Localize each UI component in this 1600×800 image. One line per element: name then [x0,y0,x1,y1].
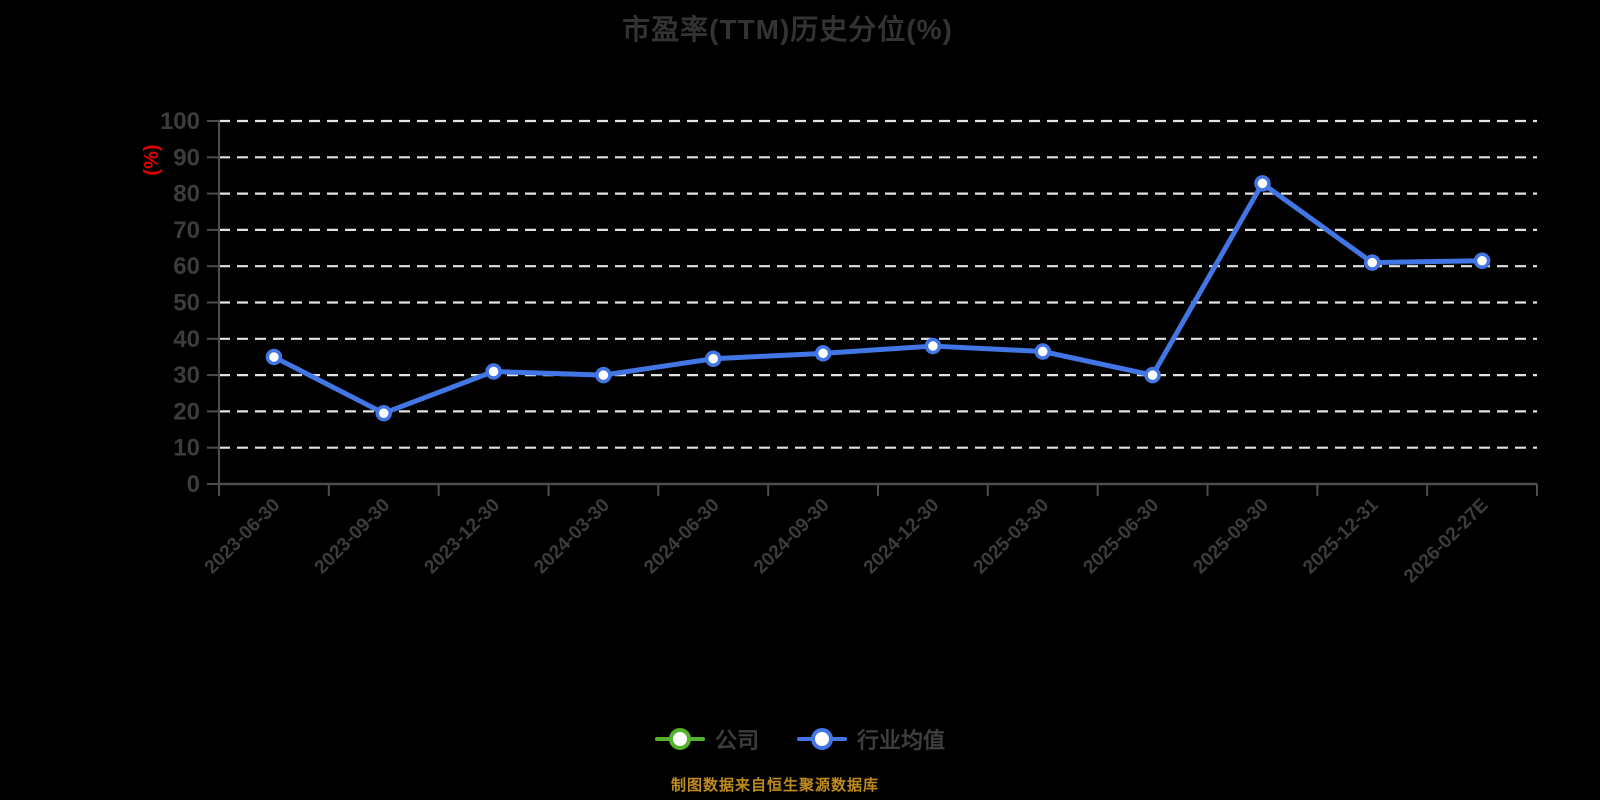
x-tick-label: 2024-06-30 [640,495,724,579]
data-point[interactable] [1364,254,1381,271]
data-point[interactable] [1144,366,1161,384]
y-tick-label: 30 [173,362,200,389]
data-point[interactable] [814,345,832,362]
series-line [271,180,1485,416]
x-tick-label: 2025-06-30 [1080,495,1164,579]
y-tick-label: 0 [187,471,200,498]
legend: 公司 行业均值 [0,716,1600,762]
legend-circle-industry-icon [811,728,833,750]
data-point[interactable] [1254,175,1271,192]
y-tick-label: 80 [173,181,200,208]
legend-marker-company-icon [654,728,705,750]
y-tick-label: 10 [173,435,200,462]
data-point[interactable] [1034,343,1051,360]
x-tick-label: 2026-02-27E [1400,495,1493,588]
legend-item-industry-average[interactable]: 行业均值 [797,723,945,755]
chart-title: 市盈率(TTM)历史分位(%) [622,14,953,45]
x-tick-label: 2024-12-30 [860,495,944,579]
y-tick-label: 40 [173,326,200,353]
data-point[interactable] [375,404,392,422]
data-point[interactable] [924,337,942,355]
legend-marker-industry-icon [797,728,847,750]
data-source-note: 制图数据来自恒生聚源数据库 [670,777,879,794]
data-point[interactable] [1473,252,1491,270]
x-tick-label: 2025-03-30 [970,495,1054,579]
legend-label-company: 公司 [714,728,759,753]
y-tick-label: 70 [173,217,200,244]
x-tick-label: 2024-09-30 [750,495,834,579]
data-point[interactable] [265,348,283,366]
legend-item-company[interactable]: 公司 [654,723,759,755]
x-tick-label: 2024-03-30 [530,495,614,579]
legend-circle-company-icon [668,728,691,750]
x-tick-label: 2023-09-30 [311,495,395,579]
y-tick-label: 50 [173,290,200,317]
y-tick-label: 90 [173,144,200,171]
x-tick-label: 2023-12-30 [421,495,505,579]
x-tick-label: 2025-12-31 [1299,494,1383,578]
y-tick-label: 20 [173,398,200,425]
data-point[interactable] [485,363,502,380]
data-point[interactable] [705,350,722,368]
legend-label-industry-average: 行业均值 [857,728,946,753]
y-tick-label: 60 [173,253,200,280]
x-tick-label: 2023-06-30 [201,495,285,579]
y-tick-label: 100 [160,108,200,135]
x-tick-label: 2025-09-30 [1189,495,1273,579]
data-point[interactable] [595,366,612,384]
